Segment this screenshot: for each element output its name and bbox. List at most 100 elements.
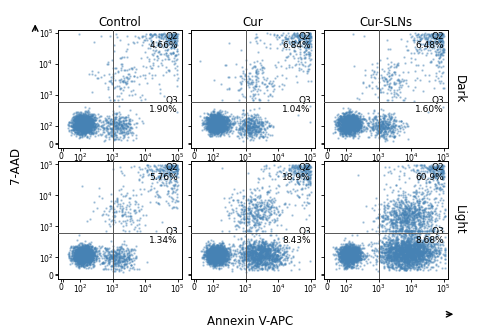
Point [109, 256, 117, 262]
Point [211, 249, 219, 254]
Point [346, 120, 354, 126]
Point [74, 126, 82, 131]
Point [344, 122, 351, 127]
Point [222, 260, 230, 265]
Point [346, 253, 354, 259]
Point [72, 255, 80, 260]
Point [342, 125, 349, 131]
Point [214, 124, 222, 129]
Point [240, 72, 248, 77]
Point [400, 205, 408, 210]
Point [214, 253, 222, 258]
Point [148, 181, 156, 186]
Point [78, 127, 86, 132]
Point [82, 129, 90, 134]
Point [375, 131, 383, 136]
Point [77, 253, 85, 259]
Point [432, 218, 440, 223]
Point [90, 123, 98, 128]
Point [352, 120, 360, 125]
Point [218, 126, 226, 131]
Point [401, 251, 409, 256]
Point [288, 40, 296, 45]
Point [210, 129, 218, 134]
Point [340, 253, 348, 258]
Point [242, 259, 250, 264]
Point [104, 87, 112, 92]
Point [106, 132, 114, 137]
Point [214, 121, 222, 126]
Point [111, 253, 119, 258]
Point [167, 37, 175, 42]
Point [301, 35, 309, 41]
Point [394, 241, 402, 246]
Point [258, 262, 266, 267]
Point [228, 268, 236, 273]
Point [396, 258, 404, 263]
Point [164, 202, 172, 208]
Point [281, 200, 289, 206]
Point [104, 247, 112, 252]
Point [208, 125, 216, 130]
Point [426, 166, 434, 172]
Point [204, 253, 212, 258]
Point [168, 38, 175, 44]
Point [276, 168, 283, 174]
Point [72, 121, 80, 126]
Point [368, 126, 376, 131]
Point [385, 114, 393, 119]
Point [438, 176, 446, 182]
Point [351, 116, 359, 121]
Point [81, 252, 89, 258]
Point [346, 123, 354, 128]
Point [86, 258, 94, 264]
Point [244, 245, 252, 250]
Point [426, 33, 434, 39]
Point [214, 122, 222, 127]
Point [356, 117, 364, 123]
Point [352, 127, 360, 132]
Point [212, 124, 220, 129]
Point [212, 251, 220, 257]
Point [240, 133, 248, 138]
Point [259, 123, 267, 128]
Point [348, 122, 356, 127]
Point [346, 123, 354, 128]
Point [404, 254, 411, 260]
Point [212, 118, 220, 123]
Point [352, 129, 360, 134]
Point [338, 252, 346, 257]
Point [212, 126, 220, 131]
Point [395, 253, 403, 258]
Point [212, 118, 220, 124]
Point [218, 119, 226, 124]
Point [78, 252, 86, 258]
Point [384, 128, 392, 133]
Point [99, 266, 107, 272]
Point [204, 249, 212, 255]
Point [398, 124, 406, 129]
Point [76, 255, 84, 260]
Point [210, 248, 218, 253]
Point [79, 123, 87, 128]
Point [392, 222, 400, 228]
Point [218, 242, 226, 248]
Point [387, 257, 395, 262]
Point [235, 122, 243, 127]
Point [252, 246, 260, 251]
Point [408, 247, 416, 252]
Point [364, 126, 372, 131]
Point [349, 113, 357, 118]
Point [406, 249, 414, 254]
Point [349, 120, 357, 125]
Point [434, 263, 442, 268]
Point [90, 253, 98, 259]
Point [91, 126, 99, 132]
Point [254, 257, 262, 262]
Point [406, 233, 414, 238]
Point [418, 221, 426, 226]
Point [114, 245, 122, 250]
Point [242, 216, 250, 221]
Point [218, 120, 226, 126]
Point [339, 113, 347, 118]
